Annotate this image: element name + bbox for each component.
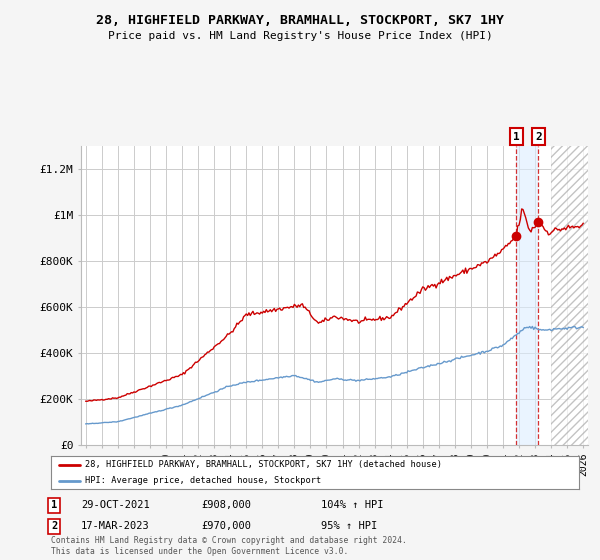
Text: 28, HIGHFIELD PARKWAY, BRAMHALL, STOCKPORT, SK7 1HY: 28, HIGHFIELD PARKWAY, BRAMHALL, STOCKPO…	[96, 14, 504, 27]
Text: £970,000: £970,000	[201, 521, 251, 531]
Text: 2: 2	[51, 521, 57, 531]
Text: 29-OCT-2021: 29-OCT-2021	[81, 500, 150, 510]
Text: 1: 1	[51, 500, 57, 510]
Text: 95% ↑ HPI: 95% ↑ HPI	[321, 521, 377, 531]
Text: 2: 2	[535, 132, 542, 142]
Text: £908,000: £908,000	[201, 500, 251, 510]
Text: Contains HM Land Registry data © Crown copyright and database right 2024.
This d: Contains HM Land Registry data © Crown c…	[51, 536, 407, 556]
Text: HPI: Average price, detached house, Stockport: HPI: Average price, detached house, Stoc…	[85, 476, 322, 486]
Text: Price paid vs. HM Land Registry's House Price Index (HPI): Price paid vs. HM Land Registry's House …	[107, 31, 493, 41]
Bar	[516, 146, 538, 445]
Text: 28, HIGHFIELD PARKWAY, BRAMHALL, STOCKPORT, SK7 1HY (detached house): 28, HIGHFIELD PARKWAY, BRAMHALL, STOCKPO…	[85, 460, 442, 469]
Text: 1: 1	[513, 132, 520, 142]
Bar	[551, 146, 588, 445]
Text: 17-MAR-2023: 17-MAR-2023	[81, 521, 150, 531]
Text: 104% ↑ HPI: 104% ↑ HPI	[321, 500, 383, 510]
